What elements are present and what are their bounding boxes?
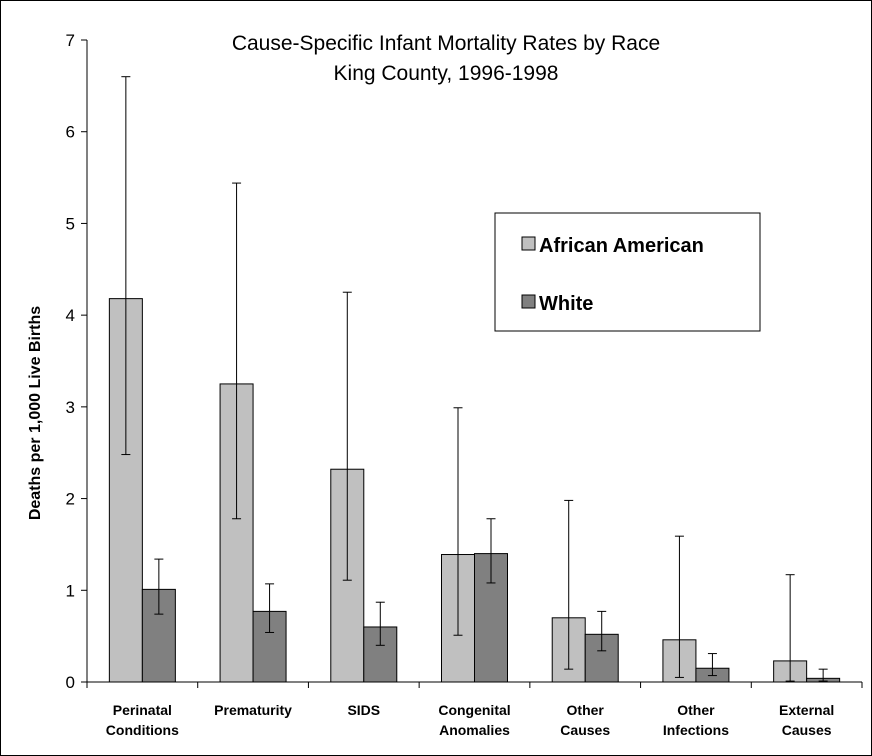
- chart-subtitle: King County, 1996-1998: [334, 62, 559, 85]
- x-tick-label: Conditions: [106, 722, 179, 738]
- error-bar: [121, 76, 131, 456]
- x-tick-label-group: Other Infections: [663, 702, 729, 738]
- legend: African American White: [494, 212, 761, 332]
- x-tick-label-group: Prematurity: [214, 702, 292, 718]
- chart-title-line-1: Cause-Specific Infant Mortality Rates by…: [232, 32, 660, 55]
- error-bar: [564, 499, 574, 670]
- y-tick-label: 3: [66, 398, 75, 417]
- error-bar: [232, 182, 242, 520]
- error-bar: [674, 535, 684, 678]
- error-bar: [154, 558, 164, 615]
- legend-label: White: [539, 293, 593, 315]
- x-tick-label: External: [779, 702, 834, 718]
- x-tick-label: Prematurity: [214, 702, 292, 718]
- legend-swatch: [521, 294, 536, 309]
- x-tick-label-group: Other Causes: [560, 702, 610, 738]
- error-bar: [597, 610, 607, 652]
- y-tick-label: 0: [66, 673, 75, 692]
- error-bar: [818, 668, 828, 682]
- error-bar: [785, 574, 795, 682]
- x-tick-label-group: External Causes: [779, 702, 834, 738]
- legend-box: [494, 212, 761, 332]
- x-tick-label: Other: [677, 702, 715, 718]
- x-tick-label: Congenital: [438, 702, 510, 718]
- plot-area: 0 1 2 3 4 5 6 7 Perinatal Conditions Prematurity SI…: [66, 31, 863, 738]
- x-tick-label: Infections: [663, 722, 729, 738]
- error-bar: [342, 291, 352, 581]
- x-tick-label: Causes: [782, 722, 832, 738]
- y-tick-label: 7: [66, 31, 75, 50]
- y-tick-label: 6: [66, 123, 75, 142]
- x-tick-label-group: SIDS: [347, 702, 380, 718]
- error-bar: [265, 583, 275, 633]
- y-tick-label: 2: [66, 490, 75, 509]
- x-tick-label: Anomalies: [439, 722, 510, 738]
- x-tick-label-group: Perinatal Conditions: [106, 702, 179, 738]
- y-axis-label: Deaths per 1,000 Live Births: [27, 306, 44, 520]
- error-bar: [453, 407, 463, 636]
- x-tick-label: Perinatal: [113, 702, 172, 718]
- x-tick-label: SIDS: [347, 702, 380, 718]
- y-tick-label: 4: [66, 306, 75, 325]
- error-bar: [375, 601, 385, 646]
- error-bar: [707, 653, 717, 677]
- error-bar: [486, 518, 496, 584]
- legend-swatch: [521, 236, 536, 251]
- chart-title: Cause-Specific Infant Mortality Rates by…: [232, 32, 660, 85]
- x-tick-label: Other: [567, 702, 605, 718]
- y-tick-label: 5: [66, 214, 75, 233]
- y-tick-label: 1: [66, 581, 75, 600]
- x-tick-label-group: Congenital Anomalies: [438, 702, 510, 738]
- x-tick-label: Causes: [560, 722, 610, 738]
- legend-label: African American: [539, 235, 704, 257]
